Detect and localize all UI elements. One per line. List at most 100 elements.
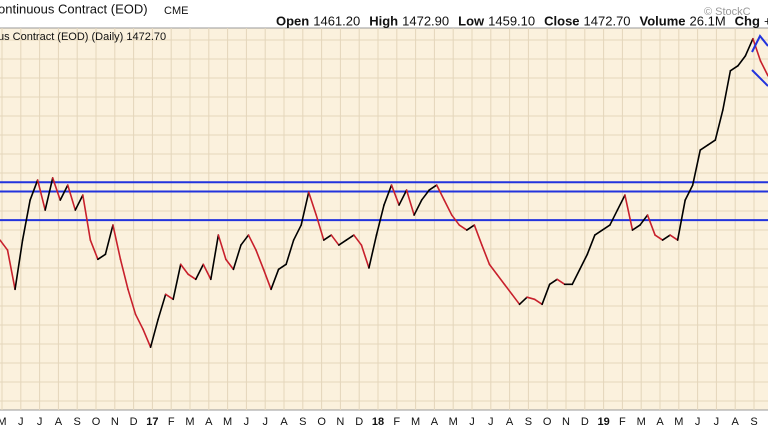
price-segment xyxy=(202,263,212,281)
x-tick-label: A xyxy=(205,416,213,428)
price-segment xyxy=(97,253,107,261)
price-segment xyxy=(127,288,137,316)
x-tick-label: A xyxy=(431,416,439,428)
x-tick-label: N xyxy=(562,416,570,428)
price-segment xyxy=(142,328,152,348)
price-segment xyxy=(518,296,528,306)
price-segment xyxy=(548,278,558,286)
x-tick-label: J xyxy=(714,416,720,428)
price-segment xyxy=(82,194,92,241)
price-segment xyxy=(157,293,167,321)
plot-area xyxy=(0,27,768,411)
price-segment xyxy=(759,60,768,77)
x-tick-label: O xyxy=(543,416,552,428)
stat-value: +11.90 ( xyxy=(764,13,768,28)
price-segment xyxy=(285,239,295,266)
x-tick-label: A xyxy=(656,416,664,428)
x-tick-label: D xyxy=(130,416,138,428)
price-segment xyxy=(36,179,46,211)
price-segment xyxy=(368,234,378,269)
price-segment xyxy=(676,199,686,241)
x-tick-label: J xyxy=(244,416,250,428)
price-segment xyxy=(503,283,513,296)
x-tick-label: M xyxy=(223,416,232,428)
stat-value: 1461.20 xyxy=(313,13,360,28)
plot-background xyxy=(0,28,768,410)
price-segment xyxy=(232,244,242,271)
price-segment xyxy=(488,263,498,276)
price-segment xyxy=(172,263,182,301)
x-tick-label: M xyxy=(185,416,194,428)
price-segment xyxy=(669,234,679,241)
x-tick-label: M xyxy=(674,416,683,428)
x-tick-label: F xyxy=(393,416,400,428)
price-segment xyxy=(210,234,220,281)
price-segment xyxy=(458,224,468,231)
price-segment xyxy=(29,179,39,201)
price-segment xyxy=(0,239,9,251)
x-tick-label: D xyxy=(355,416,363,428)
price-segment xyxy=(646,214,656,236)
price-segment xyxy=(737,55,747,67)
price-segment xyxy=(450,214,461,226)
price-segment xyxy=(511,293,521,306)
stat-label: High xyxy=(369,13,398,28)
price-segment xyxy=(594,229,604,236)
price-segment xyxy=(398,189,408,206)
legend-label: us Contract (EOD) (Daily) 1472.70 xyxy=(0,31,166,43)
price-segment xyxy=(217,234,227,261)
price-segment xyxy=(322,234,333,241)
stat-label: Close xyxy=(544,13,579,28)
price-segment xyxy=(164,293,174,301)
price-segment xyxy=(51,177,62,201)
price-segment xyxy=(134,313,144,331)
stats: Open 1461.20 High 1472.90 Low 1459.10 Close 147… xyxy=(276,13,768,28)
price-segment xyxy=(722,70,732,111)
price-segment xyxy=(262,268,272,291)
x-tick-label: A xyxy=(55,416,63,428)
price-segment xyxy=(112,224,122,261)
price-segment xyxy=(443,199,453,216)
stat-value: 26.1M xyxy=(690,13,726,28)
price-segment xyxy=(639,214,649,226)
x-tick-label: F xyxy=(168,416,175,428)
price-segment xyxy=(473,224,483,246)
price-segment xyxy=(405,189,415,216)
x-tick-label: 19 xyxy=(597,416,609,428)
price-segment xyxy=(104,224,114,256)
x-tick-label: N xyxy=(111,416,119,428)
price-segment xyxy=(255,249,265,271)
price-segment xyxy=(225,258,235,271)
price-segment xyxy=(353,234,363,246)
price-segment xyxy=(601,224,611,231)
price-segment xyxy=(292,224,302,241)
watermark: © StockC xyxy=(704,6,751,18)
stat-value: 1472.70 xyxy=(584,13,631,28)
price-segment xyxy=(420,189,430,201)
price-segment xyxy=(541,283,551,306)
x-tick-label: 17 xyxy=(146,416,158,428)
x-tick-label: S xyxy=(299,416,306,428)
x-tick-label: M xyxy=(411,416,420,428)
price-segment xyxy=(247,234,257,251)
price-segment xyxy=(729,65,739,72)
price-segment xyxy=(661,234,671,241)
price-segment xyxy=(330,234,340,246)
price-segment xyxy=(74,194,84,211)
x-tick-label: J xyxy=(262,416,268,428)
price-segment xyxy=(533,298,543,306)
price-segment xyxy=(187,273,197,281)
x-tick-label: D xyxy=(581,416,589,428)
stat-label: Chg xyxy=(735,13,760,28)
x-tick-label: S xyxy=(525,416,532,428)
price-segment xyxy=(119,258,129,291)
price-segment xyxy=(699,144,709,151)
price-segment xyxy=(270,268,280,291)
price-segment xyxy=(6,249,16,291)
stat-label: Open xyxy=(276,13,309,28)
price-segment xyxy=(654,234,664,241)
price-segment xyxy=(556,278,566,286)
price-segment xyxy=(496,273,506,286)
price-segment xyxy=(578,253,589,271)
